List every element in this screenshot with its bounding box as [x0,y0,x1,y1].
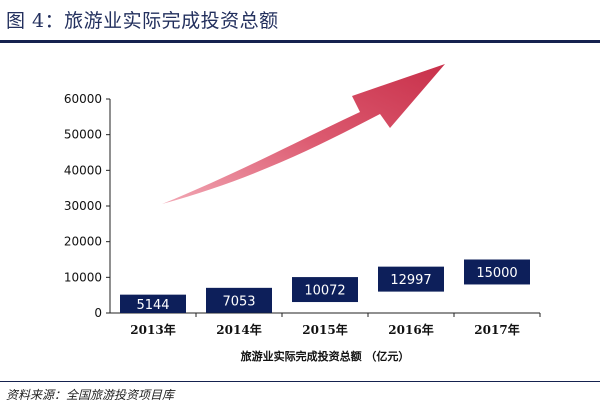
x-axis-title: 旅游业实际完成投资总额 （亿元） [241,349,410,363]
bar-value-label: 7053 [222,294,255,309]
y-tick-label: 0 [94,306,102,320]
bar [464,259,530,285]
y-tick-label: 50000 [64,128,102,142]
x-tick-label: 2017年 [474,322,519,337]
top-rule [0,40,600,43]
bar [292,277,358,303]
bottom-rule [0,381,600,382]
source-note: 资料来源：全国旅游投资项目库 [6,388,175,402]
y-tick-label: 60000 [64,92,102,106]
bar-chart: 0 10000 20000 30000 40000 50000 60000 2013年 2014… [64,64,541,363]
bar [120,294,186,313]
y-tick-label: 30000 [64,199,102,213]
y-tick-label: 10000 [64,270,102,284]
x-tick-label: 2016年 [388,322,433,337]
x-tick-label: 2014年 [216,322,261,337]
y-tick-label: 20000 [64,235,102,249]
x-tick-label: 2015年 [302,322,347,337]
bar [206,287,272,313]
bar-value-label: 12997 [390,273,431,288]
y-tick-label: 40000 [64,163,102,177]
bar-value-label: 10072 [304,284,345,299]
bar-value-label: 5144 [136,298,169,313]
rising-arrow [162,64,445,204]
figure-title: 图 4：旅游业实际完成投资总额 [6,10,279,32]
x-tick-label: 2013年 [130,322,175,337]
bar-value-label: 15000 [476,266,517,281]
bar [378,266,444,292]
